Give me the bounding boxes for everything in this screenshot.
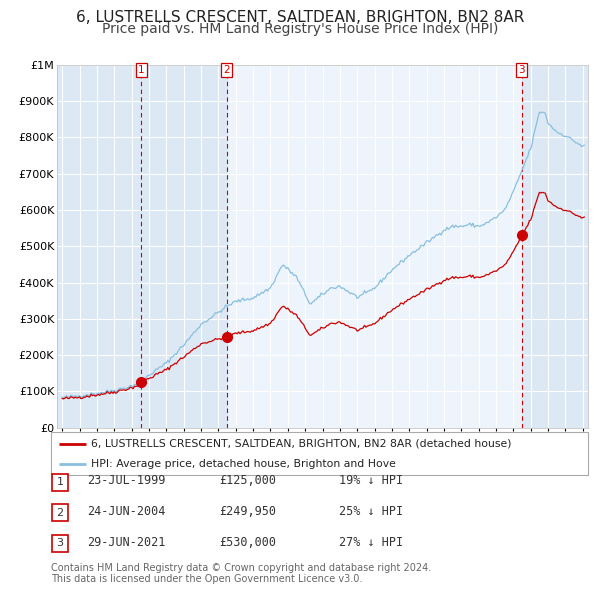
Text: Price paid vs. HM Land Registry's House Price Index (HPI): Price paid vs. HM Land Registry's House …: [102, 22, 498, 37]
Text: 25% ↓ HPI: 25% ↓ HPI: [339, 505, 403, 518]
Text: 27% ↓ HPI: 27% ↓ HPI: [339, 536, 403, 549]
Text: 2: 2: [223, 65, 230, 75]
FancyBboxPatch shape: [51, 432, 588, 475]
Text: 24-JUN-2004: 24-JUN-2004: [87, 505, 166, 518]
Text: 6, LUSTRELLS CRESCENT, SALTDEAN, BRIGHTON, BN2 8AR (detached house): 6, LUSTRELLS CRESCENT, SALTDEAN, BRIGHTO…: [91, 439, 512, 449]
Text: 3: 3: [518, 65, 525, 75]
Text: £125,000: £125,000: [219, 474, 276, 487]
Text: 6, LUSTRELLS CRESCENT, SALTDEAN, BRIGHTON, BN2 8AR: 6, LUSTRELLS CRESCENT, SALTDEAN, BRIGHTO…: [76, 10, 524, 25]
Text: HPI: Average price, detached house, Brighton and Hove: HPI: Average price, detached house, Brig…: [91, 459, 396, 469]
Text: Contains HM Land Registry data © Crown copyright and database right 2024.: Contains HM Land Registry data © Crown c…: [51, 563, 431, 573]
Text: 2: 2: [56, 508, 64, 517]
FancyBboxPatch shape: [52, 474, 68, 490]
Bar: [57, 65, 141, 428]
Text: 29-JUN-2021: 29-JUN-2021: [87, 536, 166, 549]
Text: 1: 1: [56, 477, 64, 487]
Bar: [522, 65, 588, 428]
Text: 3: 3: [56, 539, 64, 548]
Text: £249,950: £249,950: [219, 505, 276, 518]
Text: 1: 1: [138, 65, 145, 75]
Text: This data is licensed under the Open Government Licence v3.0.: This data is licensed under the Open Gov…: [51, 574, 362, 584]
Text: 23-JUL-1999: 23-JUL-1999: [87, 474, 166, 487]
FancyBboxPatch shape: [52, 535, 68, 552]
Text: 19% ↓ HPI: 19% ↓ HPI: [339, 474, 403, 487]
Bar: [141, 65, 227, 428]
Text: £530,000: £530,000: [219, 536, 276, 549]
FancyBboxPatch shape: [52, 504, 68, 521]
